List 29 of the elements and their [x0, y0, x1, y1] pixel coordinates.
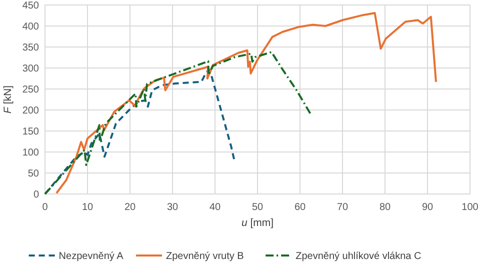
y-axis-title: F [kN]: [2, 85, 14, 114]
legend-label: Zpevněný uhlíkové vlákna C: [296, 251, 422, 262]
x-tick-label: 100: [462, 202, 479, 213]
y-tick-label: 400: [22, 22, 40, 32]
line-series: [55, 12, 437, 194]
x-tick-label: 80: [379, 202, 391, 213]
y-tick-label: 50: [28, 168, 40, 180]
x-tick-label: 0: [42, 202, 48, 213]
x-tick-label: 40: [209, 202, 221, 213]
x-axis-title: u [mm]: [241, 217, 274, 229]
y-tick-label: 0: [33, 190, 40, 200]
y-tick-label: 150: [22, 126, 40, 138]
x-tick-label: 90: [422, 202, 434, 213]
line-series: [44, 51, 312, 195]
x-tick-label: 70: [336, 202, 348, 213]
y-tick-label: 300: [22, 64, 40, 74]
x-tick-label: 50: [252, 202, 264, 213]
legend-label: Nezpevněný A: [58, 251, 124, 262]
x-tick-label: 20: [124, 202, 136, 213]
y-tick-label: 450: [22, 0, 40, 12]
x-tick-label: 10: [82, 202, 94, 213]
x-tick-label: 60: [294, 202, 306, 213]
y-tick-label: 350: [22, 42, 40, 54]
line-series: [44, 69, 236, 195]
y-tick-label: 250: [22, 84, 40, 96]
legend-label: Zpevněný vruty B: [166, 251, 244, 262]
y-tick-label: 200: [22, 106, 40, 116]
x-tick-label: 30: [166, 202, 178, 213]
y-tick-label: 100: [22, 148, 40, 158]
